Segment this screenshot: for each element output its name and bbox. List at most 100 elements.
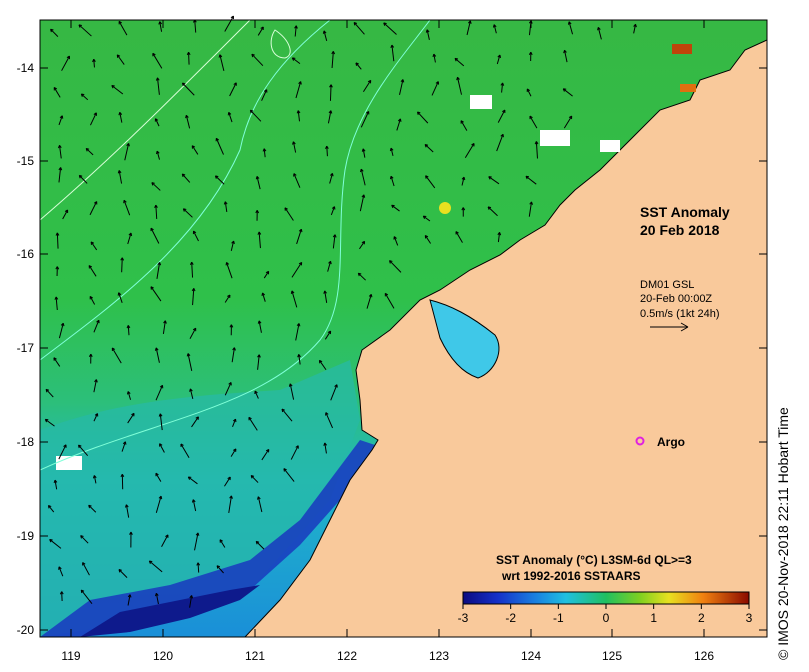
current-arrow — [123, 199, 131, 216]
current-arrow — [248, 416, 258, 431]
current-arrow — [224, 15, 234, 32]
current-arrow — [460, 120, 468, 131]
current-arrow — [89, 112, 97, 126]
current-arrow — [332, 234, 337, 249]
colorbar-tick-label: 2 — [698, 611, 705, 625]
argo-marker[interactable] — [635, 436, 645, 446]
current-arrow — [293, 173, 301, 188]
current-arrow — [297, 354, 301, 365]
current-arrow — [127, 594, 132, 606]
current-arrow — [525, 175, 537, 185]
current-arrow — [461, 176, 466, 186]
current-arrow — [192, 230, 199, 242]
current-arrow — [85, 147, 94, 156]
current-arrow — [464, 142, 475, 158]
current-arrow — [219, 539, 226, 548]
current-arrow — [432, 53, 437, 63]
current-arrow — [327, 260, 332, 272]
current-arrow — [224, 382, 232, 396]
colorbar-ticks: -3 -2 -1 0 1 2 3 — [458, 604, 753, 625]
x-tick-label: 119 — [61, 649, 80, 663]
current-arrow — [424, 143, 434, 153]
current-arrow — [53, 87, 61, 98]
current-vectors — [44, 15, 637, 608]
current-arrow — [191, 499, 197, 512]
current-arrow — [257, 496, 263, 513]
contour-line — [40, 20, 431, 471]
current-arrow — [366, 293, 373, 309]
current-arrow — [359, 168, 366, 186]
nodata-patch — [56, 456, 82, 470]
current-arrow — [50, 28, 59, 37]
colorbar-tick-label: -3 — [458, 611, 469, 625]
current-arrow — [196, 562, 201, 573]
colorbar — [462, 591, 750, 605]
current-arrow — [126, 391, 132, 400]
warm-patch — [439, 202, 451, 214]
current-arrow — [230, 240, 235, 251]
current-arrow — [281, 408, 293, 422]
current-arrow — [257, 320, 262, 333]
y-axis: -14-15-16-17-18-19-20 — [17, 61, 767, 637]
y-tick-label: -19 — [17, 529, 35, 543]
current-arrow — [228, 495, 233, 513]
current-arrow — [124, 143, 130, 161]
plot-frame — [39, 19, 768, 638]
current-arrow — [255, 540, 265, 550]
current-arrow — [58, 444, 67, 460]
current-arrow — [567, 21, 574, 35]
current-arrow — [633, 23, 637, 34]
current-arrow — [324, 330, 332, 340]
colorbar-title-line2: wrt 1992-2016 SSTAARS — [501, 569, 641, 583]
current-arrow — [118, 112, 123, 123]
current-arrow — [78, 24, 92, 37]
map-title-line1: SST Anomaly — [640, 204, 730, 220]
current-arrow — [181, 82, 195, 96]
x-axis: 119 120 121 122 123 124 125 126 — [61, 20, 714, 663]
current-arrow — [215, 137, 224, 155]
current-arrow — [55, 266, 60, 277]
current-arrow — [89, 201, 98, 216]
current-arrow — [290, 290, 298, 308]
current-arrow — [291, 261, 303, 278]
current-arrow — [563, 115, 573, 129]
current-arrow — [194, 532, 200, 551]
current-arrow — [389, 175, 395, 187]
current-arrow — [155, 384, 164, 401]
y-tick-label: -15 — [17, 154, 35, 168]
current-arrow — [80, 93, 89, 101]
current-arrow — [90, 241, 98, 251]
current-arrow — [261, 292, 266, 302]
current-arrow — [389, 147, 394, 156]
current-arrow — [249, 109, 262, 122]
current-arrow — [117, 170, 123, 184]
current-arrow — [329, 84, 333, 101]
y-tick-label: -20 — [17, 623, 35, 637]
current-arrow — [255, 176, 261, 190]
current-arrow — [391, 204, 400, 212]
current-arrow — [127, 412, 135, 424]
current-arrow — [456, 76, 463, 95]
current-arrow — [155, 495, 163, 513]
current-arrow — [88, 265, 97, 277]
credit-text: © IMOS 20-Nov-2018 22:11 Hobart Time — [775, 407, 791, 660]
current-arrow — [488, 176, 500, 185]
x-tick-label: 120 — [153, 649, 173, 663]
x-tick-label: 121 — [245, 649, 265, 663]
current-arrow — [255, 210, 260, 221]
current-arrow — [296, 228, 303, 245]
current-arrow — [80, 589, 93, 605]
colorbar-tick-label: 3 — [746, 611, 753, 625]
current-arrow — [159, 443, 165, 453]
current-arrow — [158, 21, 163, 32]
colorbar-tick-label: -2 — [505, 611, 516, 625]
current-arrow — [250, 475, 259, 483]
current-arrow — [223, 201, 228, 212]
current-arrow — [129, 531, 133, 548]
current-arrow — [58, 322, 65, 339]
current-arrow — [55, 232, 60, 249]
current-arrow — [78, 444, 89, 456]
current-arrow — [431, 81, 440, 96]
current-arrow — [261, 448, 270, 461]
